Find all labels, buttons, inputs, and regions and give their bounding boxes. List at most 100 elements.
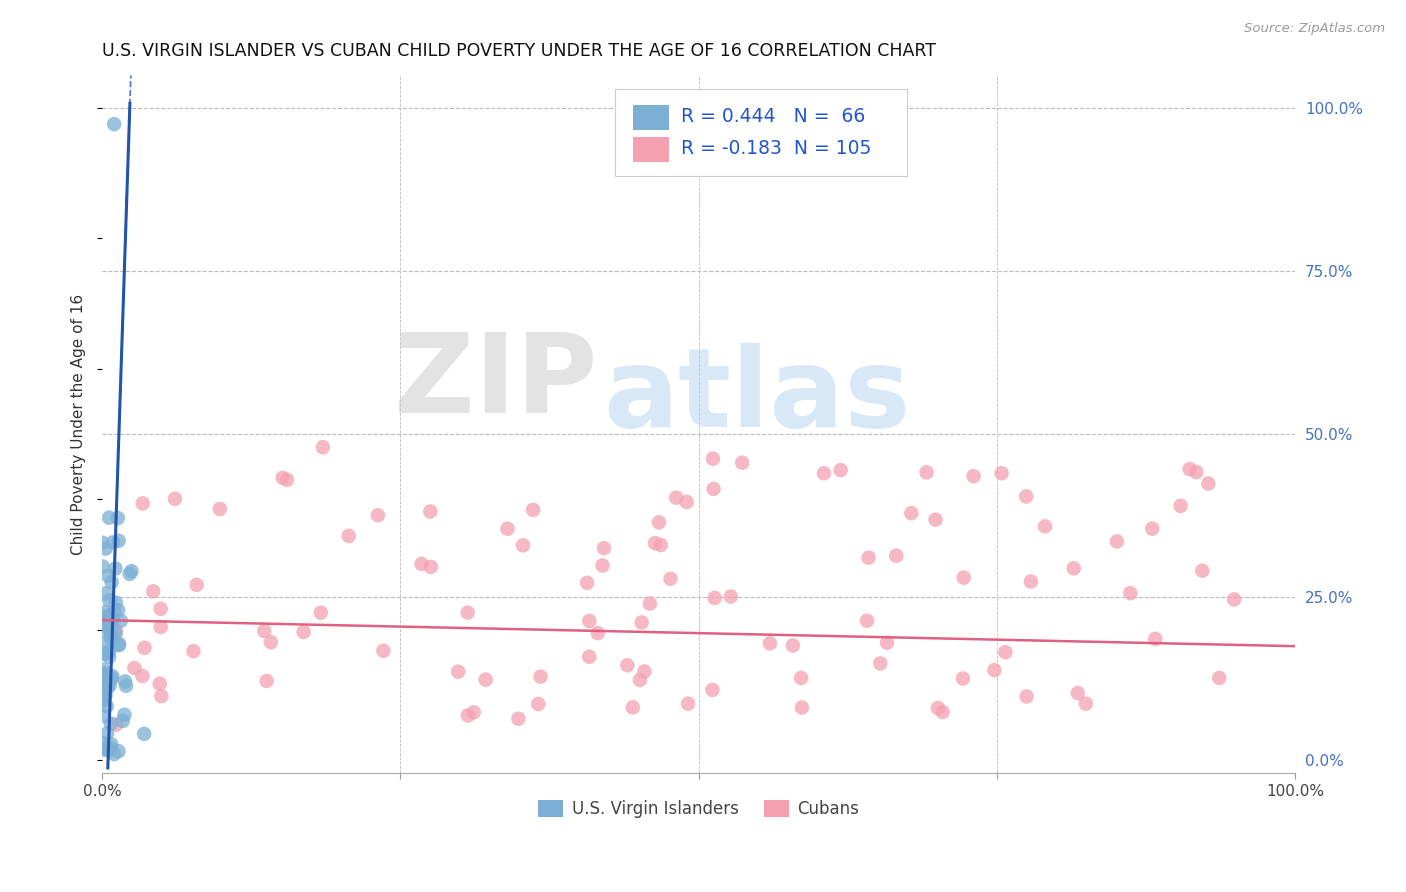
Point [782,639,804,653]
Point [876,636,898,650]
Point [97,743,120,757]
Point [630,615,652,630]
Point [108,637,131,651]
Point [118,566,141,581]
Point [114,707,136,722]
Point [312,440,335,454]
Point [97,568,120,582]
Text: R = -0.183  N = 105: R = -0.183 N = 105 [681,139,872,158]
Point [1074,697,1097,711]
Point [111,714,134,728]
Point [952,672,974,686]
Point [952,571,974,585]
Point [411,557,433,571]
Point [1105,534,1128,549]
FancyBboxPatch shape [616,89,907,177]
Text: R = 0.444   N =  66: R = 0.444 N = 66 [681,107,865,126]
Point [858,550,880,565]
Point [1223,592,1246,607]
Point [98,644,121,658]
Point [496,522,519,536]
Point [869,657,891,671]
Point [790,700,813,714]
Point [100,631,122,645]
Point [931,705,953,719]
Point [276,473,298,487]
Point [463,706,485,720]
Point [271,471,294,485]
Text: Source: ZipAtlas.com: Source: ZipAtlas.com [1244,22,1385,36]
Point [1170,499,1192,513]
Point [1119,586,1142,600]
Point [94,541,117,556]
Point [104,626,127,640]
Point [150,689,173,703]
Point [96,699,118,714]
Point [91,691,114,706]
Point [91,559,114,574]
Point [103,747,125,761]
Point [592,558,614,573]
Point [104,596,127,610]
Point [186,578,208,592]
Point [474,673,496,687]
Point [107,511,129,525]
Point [962,469,984,483]
Point [529,670,551,684]
Point [100,741,122,756]
Point [703,482,725,496]
Point [638,597,661,611]
Point [93,666,115,681]
Point [628,673,651,687]
Point [96,615,118,629]
Point [309,606,332,620]
Point [621,700,644,714]
Point [115,679,138,693]
Point [447,665,470,679]
Point [94,586,117,600]
Point [149,602,172,616]
Point [93,670,115,684]
Point [91,678,114,692]
Point [830,463,852,477]
Point [91,535,114,549]
Point [702,451,724,466]
Point [1197,476,1219,491]
Point [1208,671,1230,685]
Point [1191,564,1213,578]
Point [1140,522,1163,536]
Point [720,590,742,604]
Point [900,506,922,520]
Point [512,538,534,552]
Point [927,701,949,715]
Point [659,572,682,586]
Point [100,575,122,590]
Point [93,663,115,677]
Point [593,541,616,556]
Point [1063,561,1085,575]
Point [457,708,479,723]
Point [790,671,813,685]
Point [419,504,441,518]
Point [98,678,121,692]
Point [884,549,907,563]
Point [108,638,131,652]
Point [856,614,879,628]
Y-axis label: Child Poverty Under the Age of 16: Child Poverty Under the Age of 16 [72,293,86,555]
Point [94,605,117,619]
FancyBboxPatch shape [633,137,669,162]
Point [633,665,655,679]
Point [121,564,143,578]
Point [1144,632,1167,646]
Point [93,693,115,707]
Point [107,533,129,548]
Point [98,608,121,623]
Point [98,510,121,524]
Point [101,672,124,686]
Point [702,682,724,697]
Point [131,669,153,683]
Point [983,663,1005,677]
Point [103,605,125,619]
Point [578,614,600,628]
Point [457,606,479,620]
